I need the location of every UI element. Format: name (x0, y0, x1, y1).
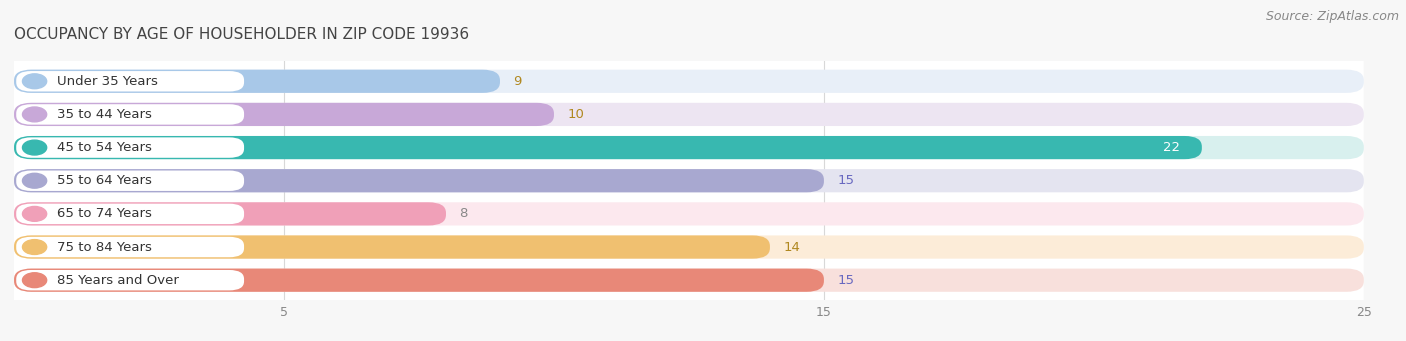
Text: 22: 22 (1163, 141, 1180, 154)
Text: 10: 10 (568, 108, 585, 121)
Text: 15: 15 (838, 274, 855, 287)
FancyBboxPatch shape (17, 71, 245, 91)
FancyBboxPatch shape (14, 136, 1364, 159)
FancyBboxPatch shape (17, 204, 245, 224)
FancyBboxPatch shape (14, 202, 446, 225)
FancyBboxPatch shape (14, 235, 1364, 258)
Circle shape (22, 206, 46, 221)
Circle shape (22, 140, 46, 155)
FancyBboxPatch shape (14, 136, 1202, 159)
Text: 9: 9 (513, 75, 522, 88)
FancyBboxPatch shape (14, 235, 770, 258)
FancyBboxPatch shape (14, 103, 554, 126)
FancyBboxPatch shape (14, 269, 1364, 292)
FancyBboxPatch shape (17, 237, 245, 257)
Text: 15: 15 (838, 174, 855, 187)
FancyBboxPatch shape (14, 269, 824, 292)
Circle shape (22, 273, 46, 287)
FancyBboxPatch shape (14, 169, 824, 192)
FancyBboxPatch shape (17, 170, 245, 191)
FancyBboxPatch shape (14, 70, 501, 93)
Text: 85 Years and Over: 85 Years and Over (58, 274, 180, 287)
Text: OCCUPANCY BY AGE OF HOUSEHOLDER IN ZIP CODE 19936: OCCUPANCY BY AGE OF HOUSEHOLDER IN ZIP C… (14, 27, 470, 42)
Text: 55 to 64 Years: 55 to 64 Years (58, 174, 152, 187)
Text: 8: 8 (460, 207, 468, 220)
Text: 14: 14 (783, 240, 800, 254)
Text: 45 to 54 Years: 45 to 54 Years (58, 141, 152, 154)
Circle shape (22, 240, 46, 254)
FancyBboxPatch shape (14, 103, 1364, 126)
Text: Source: ZipAtlas.com: Source: ZipAtlas.com (1265, 10, 1399, 23)
Text: 35 to 44 Years: 35 to 44 Years (58, 108, 152, 121)
FancyBboxPatch shape (14, 202, 1364, 225)
FancyBboxPatch shape (14, 169, 1364, 192)
FancyBboxPatch shape (17, 137, 245, 158)
Text: 75 to 84 Years: 75 to 84 Years (58, 240, 152, 254)
Circle shape (22, 107, 46, 122)
Circle shape (22, 74, 46, 89)
FancyBboxPatch shape (17, 270, 245, 291)
Circle shape (22, 173, 46, 188)
Text: 65 to 74 Years: 65 to 74 Years (58, 207, 152, 220)
FancyBboxPatch shape (17, 104, 245, 124)
Text: Under 35 Years: Under 35 Years (58, 75, 159, 88)
FancyBboxPatch shape (14, 70, 1364, 93)
